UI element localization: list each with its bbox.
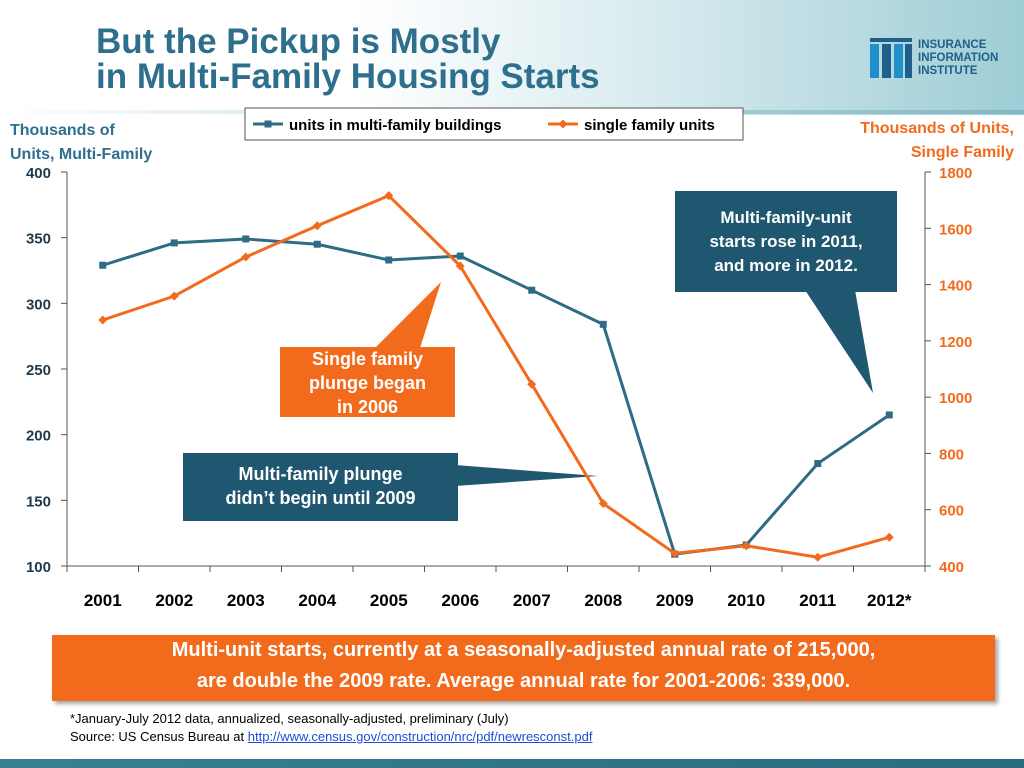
x-tick-label: 2011 (799, 591, 836, 610)
multi-family-point (528, 286, 536, 294)
single-family-point (670, 548, 680, 558)
iii-logo-icon (870, 38, 912, 78)
right-axis-label: Thousands of Units, Single Family (794, 117, 1014, 165)
annotation-multi-family-plunge: Multi-family plunge didn’t begin until 2… (183, 453, 458, 521)
annotation-pointer-multi-rise (805, 290, 873, 393)
legend-marker-multi-family (264, 120, 272, 128)
x-tick-label: 2008 (584, 591, 622, 610)
x-tick-label: 2003 (227, 591, 265, 610)
left-axis-label: Thousands of Units, Multi-Family (10, 119, 210, 167)
footnote: *January-July 2012 data, annualized, sea… (70, 710, 592, 746)
single-family-point (169, 291, 179, 301)
logo-line-1: INSURANCE (918, 39, 987, 51)
left-axis-label-line-2: Units, Multi-Family (10, 146, 153, 163)
logo-line-2: INFORMATION (918, 52, 999, 64)
right-tick-label: 1200 (939, 334, 972, 351)
annotation-line: in 2006 (336, 397, 399, 417)
single-family-point (384, 191, 394, 201)
footnote-source: Source: US Census Bureau at http://www.c… (70, 728, 592, 746)
logo-text: INSURANCE INFORMATION INSTITUTE (918, 39, 998, 78)
left-tick-label: 100 (26, 559, 51, 576)
right-tick-label: 800 (939, 446, 964, 463)
logo-line-3: INSTITUTE (918, 65, 978, 77)
annotation-line: didn’t begin until 2009 (225, 488, 416, 508)
single-family-point (527, 379, 537, 389)
multi-family-series-line (102, 237, 891, 556)
x-tick-label: 2010 (727, 591, 765, 610)
right-tick-label: 400 (939, 559, 964, 576)
source-prefix: Source: US Census Bureau at (70, 729, 248, 744)
multi-family-point (814, 460, 822, 468)
annotation-line: Multi-family-unit (720, 208, 852, 227)
annotation-line: plunge began (309, 373, 426, 393)
right-axis-label-line-2: Single Family (910, 144, 1014, 161)
single-family-series-line (102, 194, 890, 559)
single-family-point (312, 221, 322, 231)
legend-label-single-family: single family units (584, 117, 715, 134)
single-family-point (241, 252, 251, 262)
left-tick-label: 250 (26, 362, 51, 379)
bottom-bar (0, 759, 1024, 768)
annotation-line: starts rose in 2011, (709, 232, 863, 251)
legend-box (244, 107, 744, 141)
single-family-point (813, 552, 823, 562)
page-title: But the Pickup is Mostly in Multi-Family… (96, 24, 600, 94)
single-family-point (455, 261, 465, 271)
x-tick-label: 2009 (656, 591, 694, 610)
multi-family-point (385, 256, 393, 264)
multi-family-point (313, 240, 321, 248)
left-axis-label-line-1: Thousands of (10, 122, 115, 139)
annotation-line: Multi-family plunge (238, 464, 403, 484)
header-background (0, 0, 1024, 115)
annotation-multi-family-rise: Multi-family-unit starts rose in 2011, a… (675, 191, 897, 292)
x-tick-label: 2002 (155, 591, 193, 610)
right-tick-label: 1400 (939, 278, 972, 295)
multi-family-point (170, 239, 178, 247)
source-link[interactable]: http://www.census.gov/construction/nrc/p… (247, 729, 593, 744)
summary-line-2: are double the 2009 rate. Average annual… (196, 670, 851, 692)
single-family-point (98, 315, 108, 325)
iii-logo: INSURANCE INFORMATION INSTITUTE (870, 38, 1020, 80)
x-tick-label: 2005 (370, 591, 408, 610)
summary-line-1: Multi-unit starts, currently at a season… (171, 639, 876, 661)
x-tick-label: 2007 (513, 591, 551, 610)
x-tick-label: 2001 (84, 591, 122, 610)
title-line-1: But the Pickup is Mostly (96, 22, 501, 61)
left-tick-label: 300 (26, 296, 51, 313)
x-tick-label: 2012* (867, 591, 912, 610)
annotation-pointer-single-plunge (375, 282, 441, 348)
multi-family-point (99, 261, 107, 269)
left-tick-label: 400 (26, 165, 51, 182)
left-tick-label: 150 (26, 493, 51, 510)
annotation-pointer-multi-plunge (455, 465, 598, 486)
right-tick-label: 1600 (939, 221, 972, 238)
multi-family-point (456, 252, 464, 260)
single-family-point (741, 541, 751, 551)
single-family-point (884, 532, 894, 542)
x-tick-label: 2004 (298, 591, 336, 610)
left-tick-label: 350 (26, 231, 51, 248)
annotation-line: and more in 2012. (714, 256, 858, 275)
chart-legend: units in multi-family buildings single fa… (244, 107, 744, 141)
annotation-line: Single family (311, 349, 424, 369)
right-axis-label-line-1: Thousands of Units, (860, 120, 1014, 137)
single-family-point (598, 499, 608, 509)
legend-label-multi-family: units in multi-family buildings (289, 117, 502, 134)
multi-family-point (242, 235, 250, 243)
left-tick-label: 200 (26, 428, 51, 445)
right-tick-label: 1800 (939, 165, 972, 182)
summary-callout: Multi-unit starts, currently at a season… (52, 635, 995, 701)
x-tick-label: 2006 (441, 591, 479, 610)
multi-family-point (599, 320, 607, 328)
legend-marker-single-family (558, 119, 568, 129)
multi-family-point (885, 411, 893, 419)
right-tick-label: 1000 (939, 390, 972, 407)
right-tick-label: 600 (939, 503, 964, 520)
footnote-note: *January-July 2012 data, annualized, sea… (70, 711, 509, 726)
title-line-2: in Multi-Family Housing Starts (96, 57, 600, 96)
annotation-single-family-plunge: Single family plunge began in 2006 (280, 347, 455, 417)
